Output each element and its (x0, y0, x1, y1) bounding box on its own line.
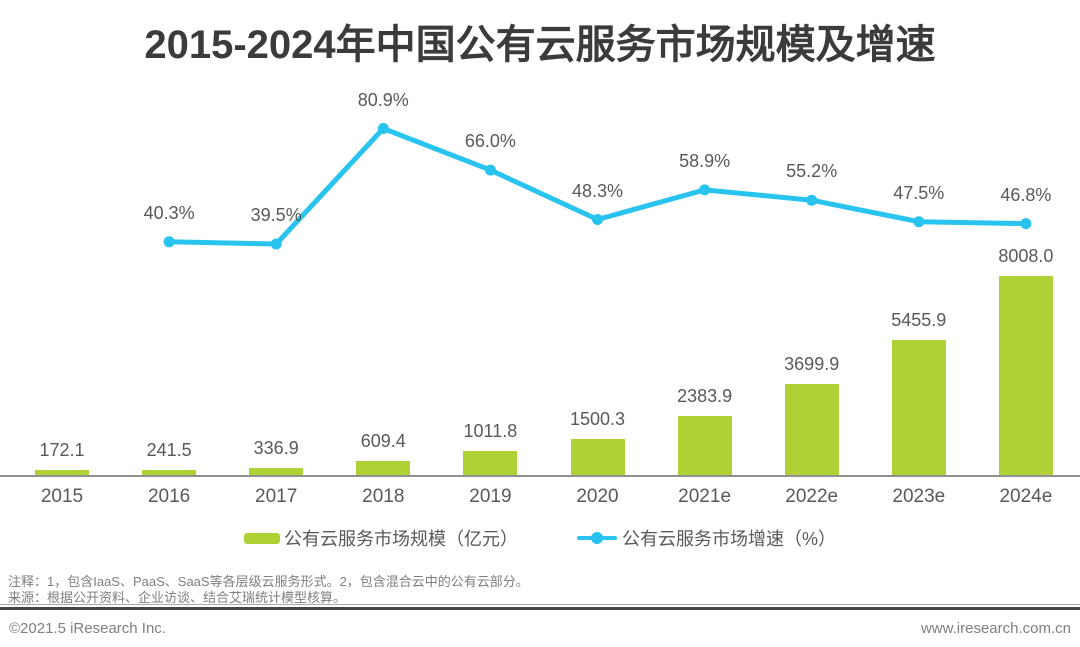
line-point-2023e (913, 216, 925, 228)
bar-2016 (142, 470, 197, 476)
plot-area: 172.1 241.5 336.9 609.4 1011.8 1500.3 2383.9 36… (0, 89, 1080, 507)
legend-item-market-size: 公有云服务市场规模（亿元） (243, 525, 518, 551)
x-axis-label-2021e: 2021e (678, 486, 732, 507)
bar-2024e (998, 275, 1053, 476)
x-axis-label-2020: 2020 (576, 486, 619, 507)
page-title: 2015-2024年中国公有云服务市场规模及增速 (144, 23, 936, 67)
x-axis-label-2017: 2017 (255, 486, 298, 507)
line-point-2016 (163, 236, 175, 248)
line-point-2022e (806, 194, 818, 206)
bar-2019 (463, 450, 518, 476)
bar-2020 (570, 438, 625, 476)
bar-2017 (249, 467, 304, 476)
x-axis-label-2018: 2018 (362, 486, 405, 507)
legend-label-market-size: 公有云服务市场规模（亿元） (283, 529, 518, 549)
legend: 公有云服务市场规模（亿元） 公有云服务市场增速（%） (0, 524, 1080, 552)
line-value-label-2020: 48.3% (571, 180, 624, 201)
x-axis-label-2019: 2019 (469, 486, 512, 507)
growth-line-layer (163, 123, 1032, 250)
bar-value-label-2024e: 8008.0 (998, 245, 1054, 266)
x-axis-label-2022e: 2022e (785, 486, 839, 507)
line-point-2017 (270, 238, 282, 250)
x-axis-line (0, 475, 1080, 477)
line-value-label-2021e: 58.9% (679, 150, 731, 171)
legend-marker-line (576, 532, 617, 544)
line-point-2021e (699, 184, 711, 196)
footer-url: www.iresearch.com.cn (920, 619, 1071, 637)
line-value-label-2017: 39.5% (250, 205, 302, 225)
line-value-label-2023e: 47.5% (893, 182, 945, 203)
bar-value-label-2018: 609.4 (360, 430, 406, 451)
bar-2023e (891, 339, 946, 476)
footer-separator-thin (0, 604, 1080, 605)
line-value-label-2018: 80.9% (357, 89, 409, 110)
bar-2015 (35, 470, 89, 476)
line-point-2020 (592, 214, 603, 225)
bar-2021e (677, 416, 732, 476)
x-axis-label-2024e: 2024e (999, 486, 1053, 507)
bar-value-label-2021e: 2383.9 (677, 386, 733, 407)
footer-separator-thick (0, 607, 1080, 610)
line-value-label-2016: 40.3% (143, 202, 195, 223)
bar-2018 (356, 460, 411, 476)
footer-copyright: ©2021.5 iResearch Inc. (9, 619, 166, 637)
x-axis-label-2016: 2016 (147, 486, 191, 507)
legend-label-growth: 公有云服务市场增速（%） (621, 529, 836, 549)
bar-value-label-2020: 1500.3 (569, 408, 626, 429)
notes: 注释：1，包含IaaS、PaaS、SaaS等各层级云服务形式。2，包含混合云中的… (8, 574, 1008, 606)
line-value-label-2019: 66.0% (464, 131, 516, 152)
x-axis-label-2023e: 2023e (892, 486, 946, 507)
bar-value-label-2016: 241.5 (146, 440, 192, 460)
note-line-2: 来源：根据公开资料、企业访谈、结合艾瑞统计模型核算。 (8, 590, 347, 605)
x-axis-label-2015: 2015 (40, 486, 84, 507)
line-value-label-2022e: 55.2% (786, 161, 838, 182)
footer: ©2021.5 iResearch Inc. www.iresearch.com… (0, 615, 1080, 641)
line-point-2024e (1020, 218, 1032, 230)
bar-value-label-2015: 172.1 (39, 440, 85, 460)
line-point-2019 (484, 164, 496, 176)
bar-value-label-2023e: 5455.9 (891, 309, 947, 330)
bar-value-label-2019: 1011.8 (463, 420, 518, 441)
bar-value-label-2022e: 3699.9 (784, 353, 840, 374)
note-line-1: 注释：1，包含IaaS、PaaS、SaaS等各层级云服务形式。2，包含混合云中的… (8, 574, 529, 589)
bar-value-label-2017: 336.9 (253, 437, 299, 458)
legend-swatch-bar (243, 532, 280, 544)
line-value-label-2024e: 46.8% (1000, 184, 1052, 205)
line-point-2018 (377, 123, 389, 134)
bar-2022e (784, 383, 839, 476)
legend-item-growth: 公有云服务市场增速（%） (576, 525, 836, 551)
